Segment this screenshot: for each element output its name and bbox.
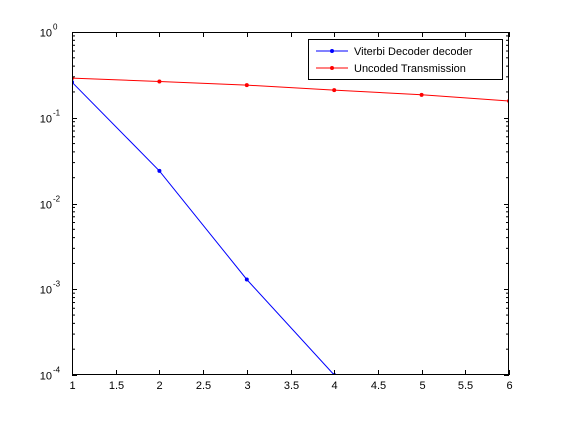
x-tick-label: 2 xyxy=(156,380,162,392)
legend-box xyxy=(308,39,503,80)
legend: Viterbi Decoder decoder Uncoded Transmiss… xyxy=(308,39,503,80)
y-tick-exponent: 0 xyxy=(53,23,58,32)
data-point xyxy=(244,277,249,282)
y-tick-label: 10 xyxy=(40,285,52,297)
y-tick-label: 10 xyxy=(40,28,52,40)
series-layer xyxy=(72,76,509,375)
x-tick-label: 2.5 xyxy=(196,380,211,392)
series-line-2 xyxy=(72,77,509,102)
x-tick-label: 4.5 xyxy=(371,380,386,392)
x-tick-label: 6 xyxy=(506,380,512,392)
x-tick-label: 1.5 xyxy=(109,380,124,392)
y-tick-exponent: -4 xyxy=(53,366,61,375)
y-tick-exponent: -1 xyxy=(53,109,61,118)
x-tick-label: 3 xyxy=(244,380,250,392)
x-tick-label: 5 xyxy=(419,380,425,392)
axes-box xyxy=(72,32,509,375)
legend-swatch-marker xyxy=(330,49,334,53)
data-point xyxy=(332,88,337,93)
y-tick-label: 10 xyxy=(40,114,52,126)
y-tick-label: 10 xyxy=(40,200,52,212)
legend-swatch-marker xyxy=(330,66,334,70)
legend-label: Uncoded Transmission xyxy=(354,63,466,75)
legend-label: Viterbi Decoder decoder xyxy=(354,46,473,58)
y-tick-label: 10 xyxy=(40,371,52,383)
data-point xyxy=(244,83,249,88)
x-tick-label: 4 xyxy=(331,380,337,392)
x-tick-label: 5.5 xyxy=(458,380,473,392)
data-point xyxy=(157,79,162,84)
data-point xyxy=(419,92,424,97)
y-tick-exponent: -3 xyxy=(53,280,61,289)
y-tick-exponent: -2 xyxy=(53,195,61,204)
x-tick-label: 1 xyxy=(69,380,75,392)
x-tick-label: 3.5 xyxy=(284,380,299,392)
plot-area xyxy=(72,32,509,375)
data-point xyxy=(157,168,162,173)
series-line-1 xyxy=(72,81,335,375)
